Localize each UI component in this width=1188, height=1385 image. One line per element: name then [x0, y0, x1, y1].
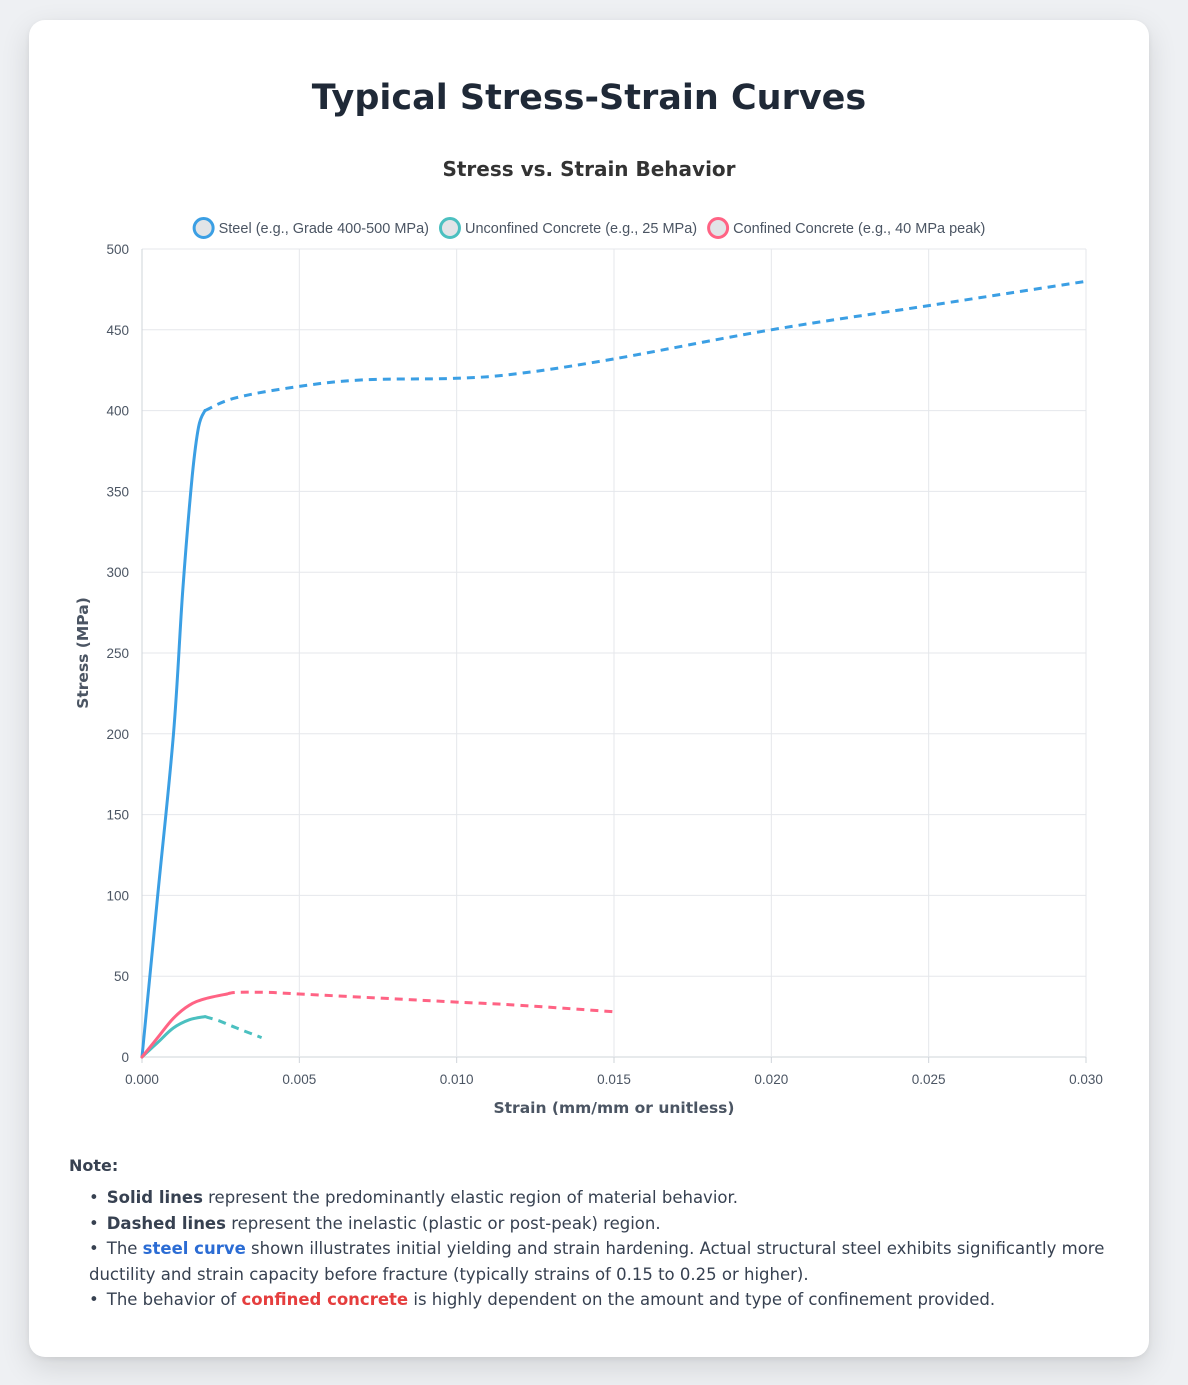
note-text: shown illustrates initial yielding and s…	[89, 1239, 1105, 1284]
note-bold-dashed-lines: Dashed lines	[106, 1213, 226, 1233]
note-highlight-steel: steel curve	[142, 1239, 246, 1258]
steel-inelastic-line	[204, 279, 1087, 412]
unconfined-concrete-inelastic-line	[204, 1015, 263, 1040]
y-tick-label: 100	[106, 888, 129, 903]
notes-list: Solid lines represent the predominantly …	[69, 1185, 1109, 1313]
x-axis-label: Strain (mm/mm or unitless)	[493, 1099, 734, 1117]
list-item: Solid lines represent the predominantly …	[89, 1185, 1109, 1211]
confined-concrete-inelastic-line	[226, 990, 615, 1014]
x-tick-label: 0.005	[282, 1072, 316, 1087]
y-tick-label: 500	[106, 242, 129, 257]
y-tick-label: 150	[106, 808, 129, 823]
note-highlight-confined: confined concrete	[241, 1290, 409, 1309]
legend-label-steel: Steel (e.g., Grade 400-500 MPa)	[219, 221, 429, 237]
legend-item-unconfined-concrete[interactable]: Unconfined Concrete (e.g., 25 MPa)	[438, 217, 697, 239]
y-tick-label: 200	[106, 727, 129, 742]
y-tick-label: 50	[114, 969, 129, 984]
y-tick-label: 0	[121, 1050, 129, 1065]
notes-section: Note: Solid lines represent the predomin…	[69, 1156, 1109, 1313]
list-item: The behavior of confined concrete is hig…	[89, 1287, 1109, 1313]
page-title: Typical Stress-Strain Curves	[311, 78, 867, 118]
list-item: Dashed lines represent the inelastic (pl…	[89, 1211, 1109, 1237]
legend-swatch-confined-concrete	[707, 217, 730, 239]
chart-legend[interactable]: Steel (e.g., Grade 400-500 MPa) Unconfine…	[192, 217, 986, 239]
x-tick-label: 0.020	[754, 1072, 788, 1087]
chart-title: Stress vs. Strain Behavior	[442, 157, 735, 181]
y-tick-label: 350	[106, 484, 129, 499]
x-tick-label: 0.010	[440, 1072, 474, 1087]
y-tick-label: 450	[106, 323, 129, 338]
chart-axes: 0 50 100 150 200 250 300 350 400 450 500 0.000 0.005…	[106, 242, 1102, 1087]
note-text: The behavior of	[106, 1290, 242, 1309]
note-text: The	[106, 1239, 143, 1258]
note-bold-solid-lines: Solid lines	[106, 1188, 203, 1207]
y-axis-label: Stress (MPa)	[74, 597, 92, 709]
legend-item-confined-concrete[interactable]: Confined Concrete (e.g., 40 MPa peak)	[707, 217, 986, 239]
x-tick-label: 0.030	[1069, 1072, 1103, 1087]
chart-series	[140, 279, 1087, 1059]
legend-label-unconfined-concrete: Unconfined Concrete (e.g., 25 MPa)	[465, 221, 697, 237]
note-text: represent the inelastic (plastic or post…	[225, 1213, 661, 1233]
y-tick-label: 400	[106, 404, 129, 419]
y-tick-label: 250	[106, 646, 129, 661]
list-item: The steel curve shown illustrates initia…	[89, 1236, 1109, 1287]
content-card: Typical Stress-Strain Curves 0 50 100 150 20…	[29, 20, 1149, 1357]
x-tick-label: 0.000	[125, 1072, 159, 1087]
steel-elastic-line	[140, 409, 207, 1059]
note-text: is highly dependent on the amount and ty…	[408, 1290, 996, 1309]
x-tick-label: 0.015	[597, 1072, 631, 1087]
x-tick-label: 0.025	[912, 1072, 946, 1087]
stress-strain-chart: 0 50 100 150 200 250 300 350 400 450 500 0.000 0.005…	[74, 157, 1103, 1117]
legend-swatch-unconfined-concrete	[438, 217, 461, 239]
y-tick-label: 300	[106, 565, 129, 580]
unconfined-concrete-elastic-line	[140, 1015, 207, 1059]
note-text: represent the predominantly elastic regi…	[202, 1188, 739, 1207]
notes-heading: Note:	[69, 1156, 119, 1175]
legend-label-confined-concrete: Confined Concrete (e.g., 40 MPa peak)	[733, 221, 985, 237]
chart-grid	[141, 248, 1087, 1063]
legend-swatch-steel	[192, 217, 215, 239]
legend-item-steel[interactable]: Steel (e.g., Grade 400-500 MPa)	[192, 217, 429, 239]
confined-concrete-elastic-line	[140, 992, 229, 1059]
